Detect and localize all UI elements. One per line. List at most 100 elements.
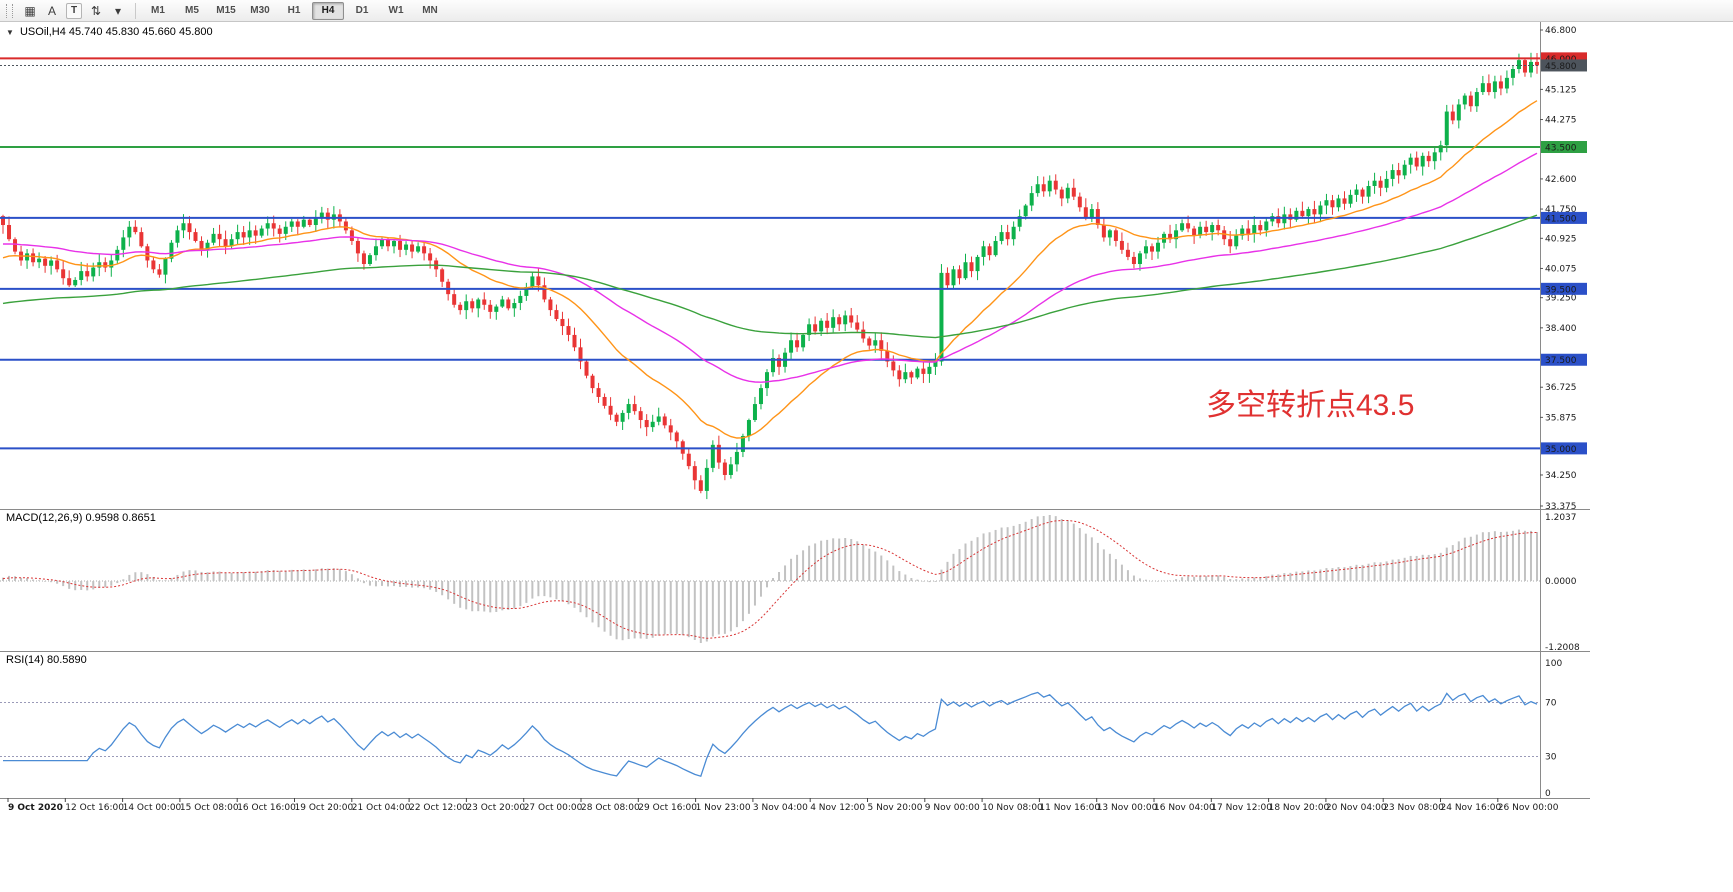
rsi-line — [3, 691, 1538, 778]
rsi-axis-tick: 30 — [1545, 753, 1557, 763]
price-badge-label: 39.500 — [1545, 285, 1577, 295]
moving-average-lines — [2, 100, 1538, 439]
chart-window-icon[interactable]: ▦ — [24, 3, 36, 18]
toolbar-icons: ▦ A T ⇅ ▾ — [19, 1, 129, 21]
time-label: 19 Oct 20:00 — [295, 803, 354, 813]
text-label-icon[interactable]: A — [47, 3, 56, 18]
toolbar-grip[interactable] — [6, 3, 13, 18]
time-label: 27 Oct 00:00 — [524, 803, 583, 813]
macd-axis-tick: 0.0000 — [1545, 577, 1577, 587]
toolbar: ▦ A T ⇅ ▾ M1 M5 M15 M30 H1 H4 D1 W1 MN — [0, 0, 1733, 22]
time-label: 5 Nov 20:00 — [868, 803, 923, 813]
time-label: 28 Oct 08:00 — [581, 803, 640, 813]
price-tick: 33.375 — [1545, 502, 1577, 512]
time-label: 23 Nov 08:00 — [1383, 803, 1444, 813]
price-badge-label: 37.500 — [1545, 356, 1577, 366]
timeframe-button-m15[interactable]: M15 — [216, 4, 236, 16]
time-label: 4 Nov 12:00 — [810, 803, 865, 813]
price-badge-37.500 — [1541, 353, 1587, 366]
chart-text-annotation[interactable]: 多空转折点43.5 — [1206, 389, 1415, 422]
price-badge-35.000 — [1541, 442, 1587, 455]
timeframe-button-m1[interactable]: M1 — [151, 4, 165, 16]
time-label: 23 Oct 20:00 — [466, 803, 525, 813]
price-tick: 44.275 — [1545, 116, 1577, 126]
macd-axis-tick: 1.2037 — [1545, 513, 1577, 523]
rsi-axis-tick: 0 — [1545, 789, 1551, 799]
ma-line-21 — [2, 100, 1538, 439]
time-label: 15 Oct 08:00 — [180, 803, 239, 813]
price-tick: 46.800 — [1545, 26, 1577, 36]
time-label: 16 Nov 04:00 — [1154, 803, 1215, 813]
price-badge-41.500 — [1541, 211, 1587, 224]
price-badge-label: 41.500 — [1545, 214, 1577, 224]
time-label: 24 Nov 16:00 — [1441, 803, 1502, 813]
price-tick: 39.250 — [1545, 294, 1577, 304]
timeframe-button-m30[interactable]: M30 — [250, 4, 270, 16]
price-axis[interactable]: 46.800 45.125 44.275 42.600 41.750 40.925 40.0… — [1540, 26, 1587, 512]
price-tick: 41.750 — [1545, 205, 1577, 215]
timeframe-button-h4[interactable]: H4 — [312, 1, 344, 20]
time-label: 18 Nov 20:00 — [1269, 803, 1330, 813]
price-tick: 35.875 — [1545, 413, 1577, 423]
dropdown-caret-icon[interactable]: ▾ — [114, 3, 122, 18]
macd-histogram — [2, 515, 1538, 644]
price-badge-label: 45.800 — [1545, 62, 1577, 72]
chart-symbol-header: ▼ USOil,H4 45.740 45.830 45.660 45.800 — [6, 26, 213, 38]
symbol-ohlc-text: USOil,H4 45.740 45.830 45.660 45.800 — [19, 26, 213, 38]
timeframe-button-w1[interactable]: W1 — [388, 4, 404, 16]
time-label: 13 Nov 00:00 — [1097, 803, 1158, 813]
candlestick-series — [1, 52, 1539, 500]
price-tick: 34.250 — [1545, 471, 1577, 481]
timeframe-button-m5[interactable]: M5 — [185, 4, 199, 16]
timeframe-buttons: M1 M5 M15 M30 H1 H4 D1 W1 MN — [142, 1, 446, 20]
rsi-axis-tick: 70 — [1545, 699, 1557, 709]
time-label: 16 Oct 16:00 — [237, 803, 296, 813]
collapse-arrow-icon[interactable]: ▼ — [6, 28, 14, 37]
rsi-axis-tick: 100 — [1545, 659, 1562, 669]
price-tick: 36.725 — [1545, 383, 1577, 393]
time-label: 1 Nov 23:00 — [696, 803, 751, 813]
macd-pane: 1.2037 0.0000 -1.2008 — [0, 513, 1580, 653]
price-tick: 40.925 — [1545, 234, 1577, 244]
time-label: 3 Nov 04:00 — [753, 803, 808, 813]
time-label: 14 Oct 00:00 — [123, 803, 182, 813]
ma-line-56 — [2, 152, 1538, 383]
time-label: 10 Nov 08:00 — [982, 803, 1043, 813]
time-label: 9 Nov 00:00 — [925, 803, 980, 813]
text-box-icon[interactable]: T — [66, 2, 82, 19]
toolbar-separator — [135, 2, 136, 19]
price-tick: 42.600 — [1545, 175, 1577, 185]
macd-indicator-label: MACD(12,26,9) 0.9598 0.8651 — [6, 512, 156, 524]
price-tick: 40.075 — [1545, 264, 1577, 274]
time-label: 17 Nov 12:00 — [1211, 803, 1272, 813]
price-tick: 38.400 — [1545, 324, 1577, 334]
price-tick: 45.125 — [1545, 85, 1577, 95]
time-label: 26 Nov 00:00 — [1498, 803, 1559, 813]
time-label: 21 Oct 04:00 — [352, 803, 411, 813]
price-badge-39.500 — [1541, 282, 1587, 295]
price-badge-label: 43.500 — [1545, 144, 1577, 154]
time-label: 11 Nov 16:00 — [1039, 803, 1100, 813]
macd-signal-line — [2, 520, 1538, 639]
time-label: 22 Oct 12:00 — [409, 803, 468, 813]
timeframe-button-h1[interactable]: H1 — [287, 4, 301, 16]
price-badge-label: 35.000 — [1545, 445, 1577, 455]
time-label: 12 Oct 16:00 — [65, 803, 124, 813]
pane-separators[interactable] — [0, 22, 1590, 799]
price-badge-45.800 — [1541, 59, 1587, 72]
rsi-pane: 100 70 30 0 — [0, 659, 1562, 799]
timeframe-button-mn[interactable]: MN — [422, 4, 438, 16]
time-label: 29 Oct 16:00 — [638, 803, 697, 813]
timeframe-button-d1[interactable]: D1 — [355, 4, 369, 16]
ma-line-140 — [2, 214, 1538, 339]
macd-axis-tick: -1.2008 — [1545, 643, 1580, 653]
rsi-indicator-label: RSI(14) 80.5890 — [6, 654, 87, 666]
price-badge-43.500 — [1541, 141, 1587, 154]
time-label: 9 Oct 2020 — [8, 803, 63, 813]
time-label: 20 Nov 04:00 — [1326, 803, 1387, 813]
horizontal-level-lines[interactable] — [0, 57, 1540, 450]
scale-adjust-icon[interactable]: ⇅ — [90, 3, 102, 18]
